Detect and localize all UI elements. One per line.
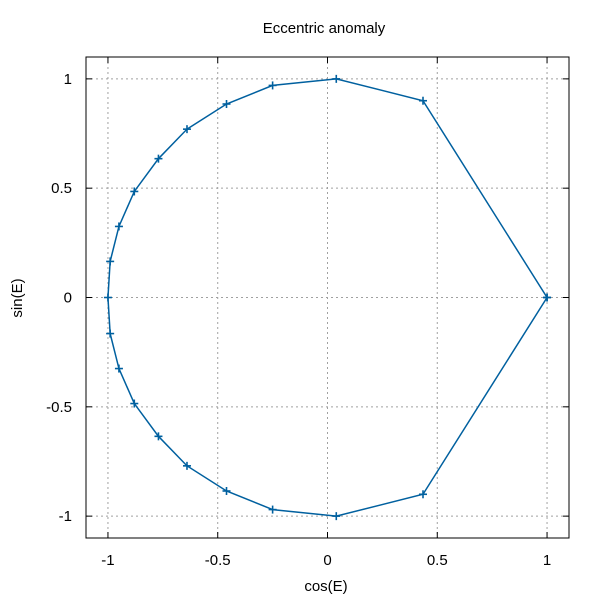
x-tick-label: -0.5 (205, 552, 231, 569)
y-axis-label: sin(E) (9, 278, 26, 317)
x-axis-label: cos(E) (304, 578, 347, 595)
data-point (268, 81, 277, 90)
data-point (114, 364, 123, 373)
data-point (154, 154, 163, 163)
data-point (268, 505, 277, 514)
data-point (103, 293, 112, 302)
data-point (106, 329, 115, 338)
x-tick-label: -1 (101, 552, 114, 569)
data-point (543, 293, 552, 302)
data-point (332, 512, 341, 521)
x-tick-label: 1 (543, 552, 551, 569)
data-point (332, 74, 341, 83)
data-point (222, 486, 231, 495)
data-point (182, 125, 191, 134)
data-point (130, 187, 139, 196)
data-point (222, 100, 231, 109)
x-tick-label: 0.5 (427, 552, 448, 569)
data-point (419, 96, 428, 105)
data-point (106, 257, 115, 266)
data-point (130, 399, 139, 408)
y-tick-label: 1 (64, 71, 72, 88)
chart-title: Eccentric anomaly (263, 20, 386, 37)
tick-labels: -1 -0.5 0 0.5 1 -1 -0.5 0 0.5 1 (46, 71, 551, 569)
data-point (182, 461, 191, 470)
y-tick-label: -0.5 (46, 399, 72, 416)
series (103, 74, 552, 521)
y-tick-label: -1 (59, 508, 72, 525)
data-point (114, 222, 123, 231)
data-point (154, 432, 163, 441)
y-tick-label: 0 (64, 290, 72, 307)
axis-ticks (86, 57, 569, 538)
y-tick-label: 0.5 (51, 180, 72, 197)
data-point (419, 490, 428, 499)
grid (86, 57, 569, 538)
x-tick-label: 0 (323, 552, 331, 569)
